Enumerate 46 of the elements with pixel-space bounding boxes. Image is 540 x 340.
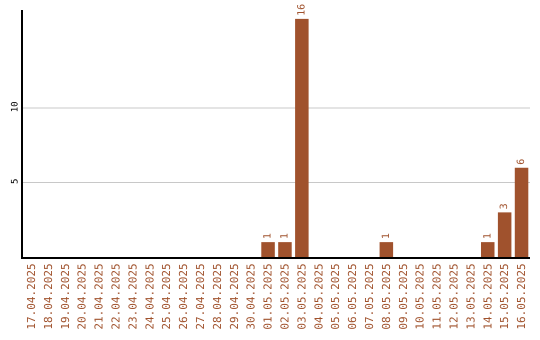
x-tick-label: 20.04.2025 <box>76 263 89 330</box>
bar <box>295 18 309 257</box>
bar <box>498 212 512 257</box>
x-tick-label: 21.04.2025 <box>92 263 106 330</box>
x-tick-label: 16.05.2025 <box>515 263 528 330</box>
x-tick-label: 13.05.2025 <box>464 263 478 330</box>
x-tick-label: 15.05.2025 <box>498 263 512 330</box>
x-tick-label: 03.05.2025 <box>295 263 308 330</box>
x-tick-label: 23.04.2025 <box>126 263 140 330</box>
x-tick-label: 30.04.2025 <box>244 263 258 330</box>
x-tick-label: 19.04.2025 <box>58 263 72 330</box>
x-tick-label: 28.04.2025 <box>210 263 224 330</box>
data-label: 1 <box>262 233 274 240</box>
x-tick-label: 09.05.2025 <box>396 263 410 330</box>
data-label: 3 <box>499 203 510 210</box>
bar <box>278 242 292 257</box>
x-tick-label: 27.04.2025 <box>194 263 208 330</box>
data-label: 1 <box>482 233 494 240</box>
y-tick-label: 5 <box>10 178 20 184</box>
x-tick-label: 10.05.2025 <box>414 263 427 330</box>
bar <box>261 242 275 257</box>
x-tick-label: 05.05.2025 <box>329 263 342 330</box>
data-label: 16 <box>296 4 308 16</box>
bar <box>514 168 528 257</box>
x-tick-label: 07.05.2025 <box>363 263 376 330</box>
x-tick-label: 01.05.2025 <box>262 263 275 330</box>
x-tick-label: 17.04.2025 <box>25 263 38 330</box>
x-tick-label: 26.04.2025 <box>177 263 190 330</box>
x-tick-label: 18.04.2025 <box>42 263 55 330</box>
x-tick-label: 25.04.2025 <box>160 263 174 330</box>
data-label: 1 <box>279 233 290 240</box>
x-tick-label: 06.05.2025 <box>346 263 360 330</box>
x-tick-label: 24.04.2025 <box>143 263 156 330</box>
data-label: 1 <box>380 233 392 240</box>
x-tick-label: 14.05.2025 <box>481 263 494 330</box>
bar <box>480 242 495 257</box>
x-tick-label: 04.05.2025 <box>312 263 326 330</box>
x-tick-label: 29.04.2025 <box>228 263 241 330</box>
data-label: 6 <box>516 158 528 165</box>
x-tick-label: 11.05.2025 <box>430 263 444 330</box>
x-tick-label: 22.04.2025 <box>110 263 123 330</box>
y-tick-label: 10 <box>10 101 20 112</box>
bar <box>380 242 394 257</box>
x-tick-label: 08.05.2025 <box>380 263 393 330</box>
x-tick-label: 02.05.2025 <box>278 263 292 330</box>
x-tick-label: 12.05.2025 <box>448 263 461 330</box>
